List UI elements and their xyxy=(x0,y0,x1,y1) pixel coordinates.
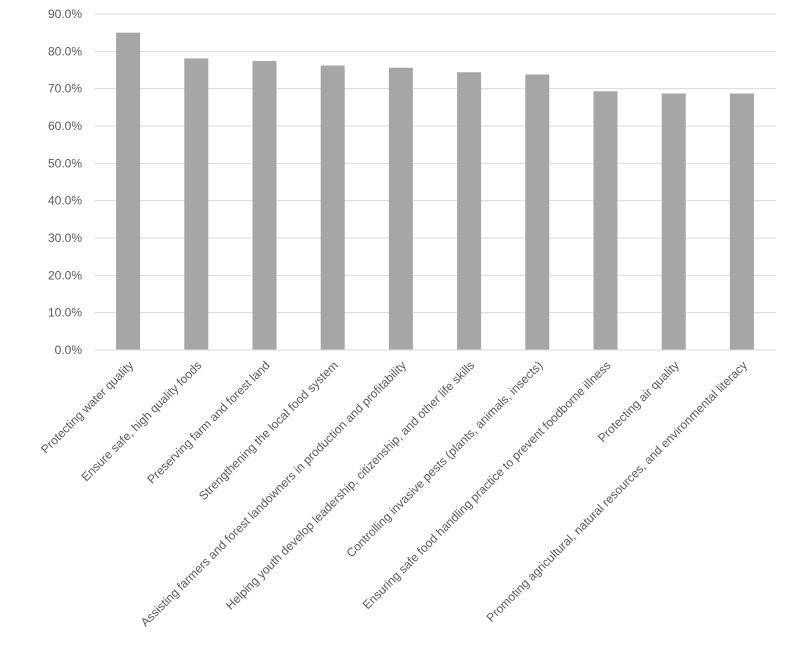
y-tick-label: 20.0% xyxy=(48,268,82,282)
x-category-label: Promoting agricultural, natural resource… xyxy=(484,358,750,624)
bar xyxy=(252,61,277,350)
bar xyxy=(320,65,345,351)
bar xyxy=(457,72,482,351)
bar xyxy=(116,32,141,351)
y-tick-label: 60.0% xyxy=(48,119,82,133)
y-tick-label: 90.0% xyxy=(48,7,82,21)
bar xyxy=(661,93,686,351)
x-category-label: Helping youth develop leadership, citize… xyxy=(223,358,477,612)
x-category-label: Assisting farmers and forest landowners … xyxy=(138,358,409,629)
y-tick-label: 80.0% xyxy=(48,44,82,58)
bars xyxy=(116,32,754,351)
y-tick-label: 70.0% xyxy=(48,82,82,96)
y-tick-label: 0.0% xyxy=(55,343,83,357)
y-tick-label: 40.0% xyxy=(48,194,82,208)
x-category-label: Preserving farm and forest land xyxy=(144,358,272,486)
bar xyxy=(184,58,209,350)
x-category-label: Ensure safe, high quality foods xyxy=(78,358,204,484)
x-category-label: Strengthening the local food system xyxy=(196,358,341,503)
bar xyxy=(388,67,413,350)
y-tick-label: 10.0% xyxy=(48,306,82,320)
y-tick-label: 50.0% xyxy=(48,156,82,170)
bar xyxy=(729,93,754,351)
y-tick-label: 30.0% xyxy=(48,231,82,245)
x-category-label: Ensuring safe food handling practice to … xyxy=(360,358,614,612)
y-axis-tick-labels: 0.0% 10.0% 20.0% 30.0% 40.0% 50.0% 60.0% 70.0% 8… xyxy=(48,7,82,357)
bar xyxy=(525,74,550,350)
bar xyxy=(593,91,618,350)
